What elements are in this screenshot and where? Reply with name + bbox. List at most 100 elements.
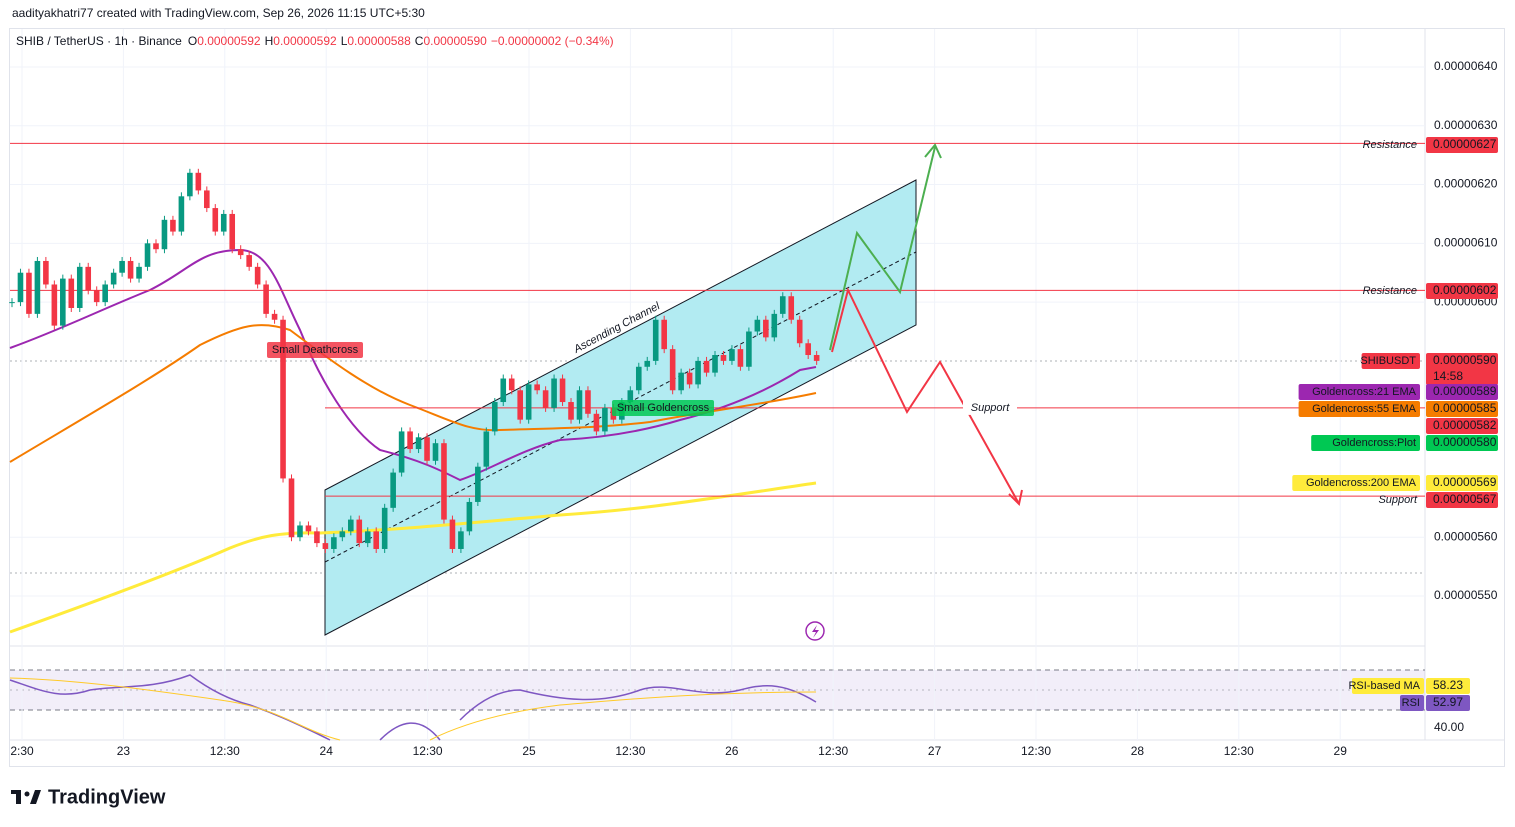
- y-tick-label: 0.00000640: [1434, 59, 1498, 73]
- candle: [678, 372, 684, 391]
- candle: [229, 213, 236, 250]
- candle: [779, 296, 786, 314]
- level-name: Goldencross:21 EMA: [1312, 386, 1417, 398]
- candle: [534, 384, 540, 391]
- candle: [788, 296, 795, 320]
- candle: [348, 519, 354, 532]
- candle: [68, 278, 75, 308]
- levels: [10, 142, 1425, 497]
- candle: [729, 349, 735, 361]
- bull-path: [829, 146, 936, 351]
- candle: [432, 443, 439, 461]
- candle: [212, 208, 219, 232]
- candle: [17, 272, 24, 303]
- price-badge: [1426, 492, 1498, 508]
- countdown: 14:58: [1433, 369, 1463, 383]
- rsi-badge: [1426, 695, 1470, 711]
- price-badge-label: 0.00000589: [1433, 384, 1497, 398]
- bull-arrowhead: [924, 143, 942, 159]
- x-tick-label: 12:30: [1224, 744, 1254, 758]
- price-badge-label: 0.00000582: [1433, 418, 1497, 432]
- candle: [568, 402, 574, 420]
- logo-stem: [16, 790, 21, 804]
- candle: [500, 378, 507, 403]
- candle: [161, 219, 168, 250]
- candle: [491, 402, 498, 432]
- candle: [322, 543, 329, 549]
- level-name: Goldencross:Plot: [1332, 437, 1416, 449]
- candle: [170, 219, 176, 232]
- ohlc-key: O: [188, 34, 197, 48]
- candle: [763, 319, 769, 338]
- rsi-band: [10, 670, 1425, 710]
- change: −0.00000002 (−0.34%): [491, 34, 614, 48]
- candle: [576, 390, 583, 420]
- candle: [271, 313, 278, 320]
- x-tick-label: 12:30: [413, 744, 443, 758]
- rsi-name-bg: [1352, 678, 1424, 694]
- candle: [60, 278, 66, 326]
- candle: [93, 290, 100, 303]
- candle: [356, 519, 363, 544]
- y-tick-label: 0.00000550: [1434, 588, 1498, 602]
- candle: [195, 172, 202, 191]
- ohlc-value: 0.00000592: [197, 34, 261, 48]
- y-tick-label: 0.00000630: [1434, 118, 1498, 132]
- x-tick-label: 26: [725, 744, 739, 758]
- x-tick-label: 24: [320, 744, 334, 758]
- candle: [127, 260, 134, 279]
- candle: [246, 255, 252, 267]
- candle: [686, 372, 693, 385]
- level-name-bg: [1292, 475, 1420, 491]
- candle: [712, 355, 718, 373]
- rsi-badge: [1426, 678, 1470, 694]
- candle: [339, 531, 346, 538]
- candle: [652, 319, 659, 361]
- candle: [508, 378, 515, 391]
- candle: [288, 478, 295, 538]
- candle: [424, 437, 430, 461]
- candle: [415, 437, 422, 450]
- price-badge: [1426, 353, 1498, 385]
- candle: [475, 466, 481, 502]
- candle: [805, 343, 811, 356]
- candle: [373, 531, 380, 549]
- level-name: Resistance: [1363, 139, 1417, 151]
- ema-55: [9, 324, 817, 463]
- candle: [466, 501, 473, 532]
- price-badge-label: 0.00000627: [1433, 137, 1497, 151]
- golden-label: Small Goldencross: [617, 402, 710, 414]
- level-name: Resistance: [1363, 285, 1417, 297]
- candle: [76, 266, 83, 308]
- candle: [9, 302, 15, 304]
- x-tick-label: 27: [928, 744, 942, 758]
- level-name-bg: [1298, 384, 1420, 400]
- ohlc-key: L: [341, 34, 348, 48]
- candle: [458, 531, 464, 549]
- candle: [390, 472, 396, 508]
- candle: [51, 284, 58, 326]
- symbol: SHIB / TetherUS · 1h · Binance: [16, 34, 182, 48]
- candle: [237, 249, 244, 256]
- candle: [119, 260, 125, 273]
- price-badge-label: 0.00000567: [1433, 492, 1497, 506]
- candle: [305, 525, 312, 532]
- rsi-name: RSI: [1402, 697, 1420, 709]
- death-bg: [267, 342, 363, 358]
- candle: [381, 507, 388, 549]
- channel-mid: [324, 251, 917, 563]
- level-name-bg: [1298, 401, 1420, 417]
- candle: [635, 366, 642, 391]
- candle: [398, 431, 405, 473]
- candle: [754, 319, 761, 332]
- rsi-ma-line: [9, 677, 817, 741]
- candle: [449, 519, 456, 549]
- candle: [441, 443, 447, 520]
- price-badge: [1426, 475, 1498, 491]
- candle: [144, 243, 151, 267]
- logo-slash: [30, 790, 41, 804]
- candle: [627, 390, 634, 403]
- logo-text: TradingView: [48, 786, 166, 808]
- price-badge-label: 0.00000569: [1433, 475, 1497, 489]
